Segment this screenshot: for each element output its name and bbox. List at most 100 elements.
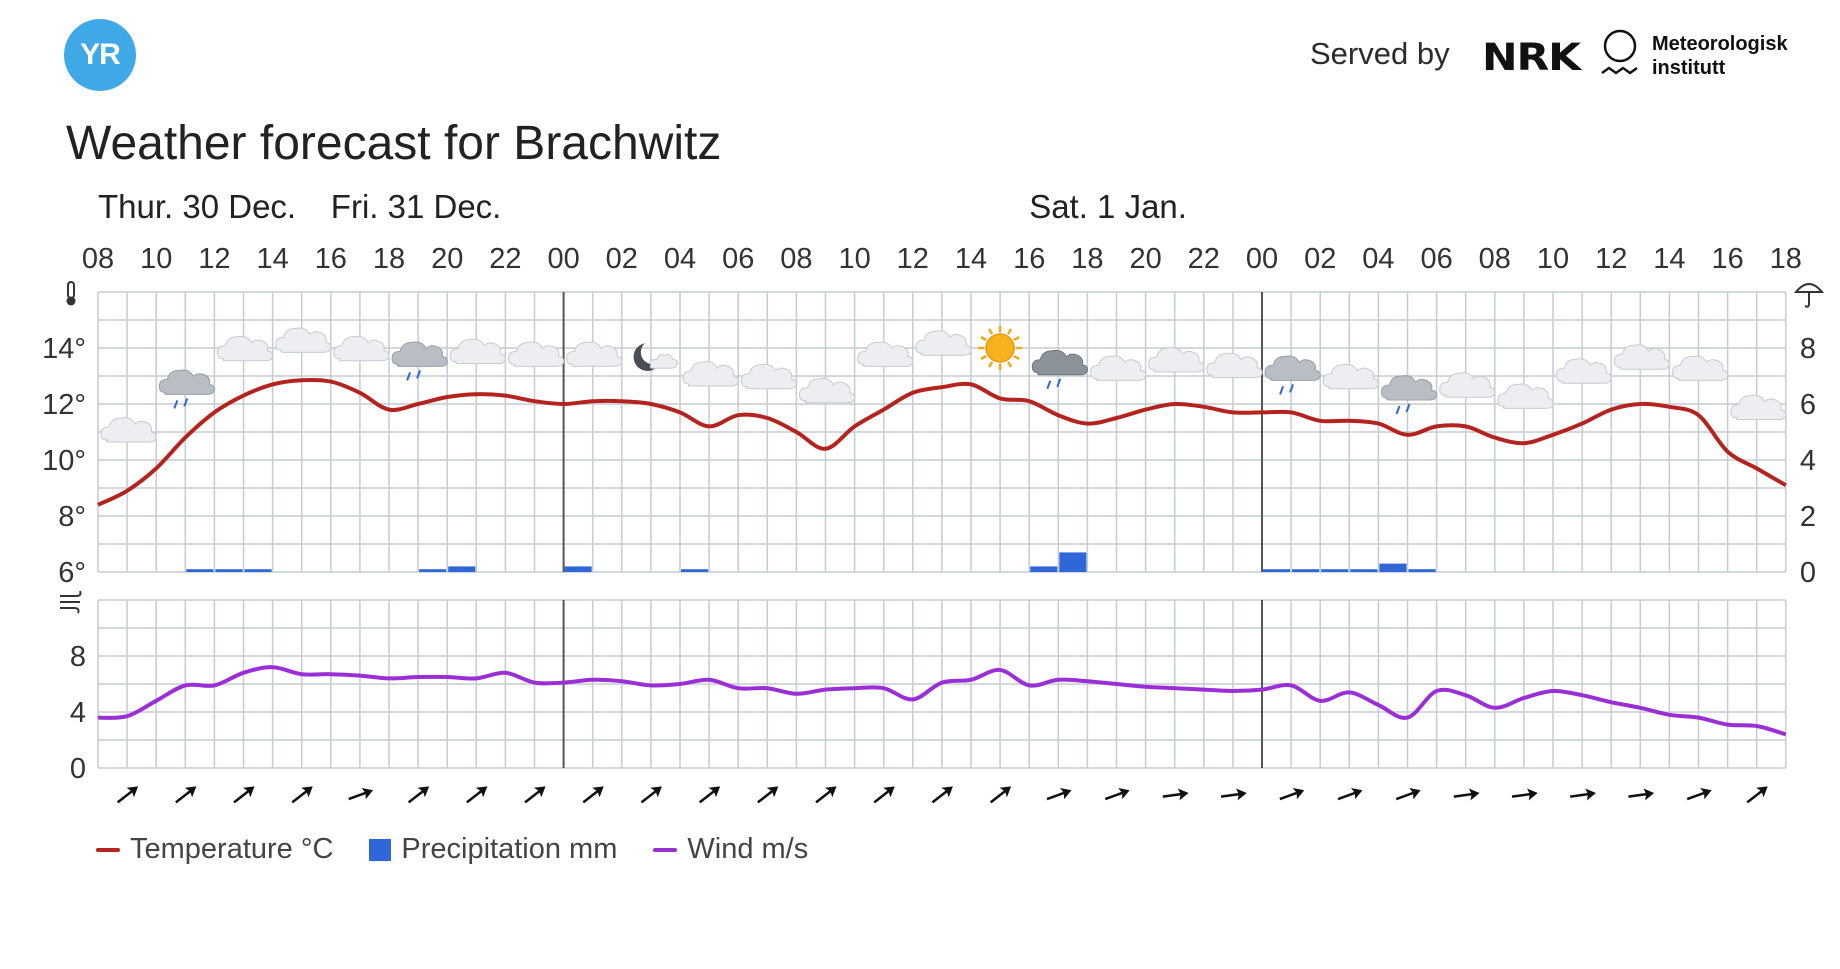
thermometer-tube (67, 281, 75, 299)
temperature-swatch (96, 847, 120, 852)
met-institute-logo-icon[interactable] (1598, 28, 1642, 84)
wind-arrow-icon (582, 786, 604, 804)
x-tick-label: 18 (373, 243, 405, 275)
precipitation-bar (1379, 563, 1407, 572)
arrow-head (1060, 787, 1072, 800)
umbrella-handle (1804, 292, 1810, 308)
x-tick-label: 00 (1246, 243, 1278, 275)
cloudy-icon (449, 338, 506, 365)
cloudy-icon (740, 363, 797, 390)
precipitation-bar (1321, 569, 1349, 572)
arrow-head (1527, 788, 1538, 801)
cloudy-icon (333, 335, 390, 362)
arrow-head (1585, 788, 1596, 801)
partial-sun (0, 0, 2, 3)
served-by-label: Served by (1310, 36, 1450, 71)
cloud-shape (1497, 383, 1554, 409)
cloudy-icon (1206, 352, 1263, 379)
arrow-head (883, 786, 895, 798)
met-name-line2: institutt (1652, 57, 1726, 79)
day-label: Thur. 30 Dec. (98, 188, 296, 225)
thermometer-bulb (66, 296, 76, 306)
temperature-panel-grid (97, 291, 1787, 573)
wind-arrow-icon (1046, 787, 1072, 801)
x-tick-label: 14 (256, 243, 288, 275)
legend-temperature[interactable]: Temperature °C (96, 833, 333, 866)
sun-disc (985, 333, 1015, 363)
arrow-head (941, 786, 953, 798)
cloud-shape (100, 417, 157, 443)
wind-arrow-icon (1746, 786, 1768, 804)
cloud-shape (275, 327, 332, 353)
x-tick-label: 10 (140, 243, 172, 275)
moon-shape (633, 343, 661, 371)
x-tick-label: 12 (1595, 243, 1627, 275)
cloudy-icon (1439, 372, 1496, 398)
temperature-tick-label: 12° (42, 389, 86, 421)
x-tick-label: 20 (431, 243, 463, 275)
x-tick-label: 12 (198, 243, 230, 275)
legend-precipitation[interactable]: Precipitation mm (369, 833, 617, 866)
arrow-head (475, 786, 488, 798)
met-name-line1: Meteorologisk (1652, 33, 1788, 55)
cloud-shape (1380, 375, 1438, 401)
arrow-head (1643, 788, 1655, 801)
arrow-head (417, 786, 430, 798)
cloud-shape (1555, 358, 1612, 384)
page-title: Weather forecast for Brachwitz (66, 117, 722, 170)
raindrop (1279, 386, 1285, 395)
cloud-shape (216, 335, 274, 362)
legend-wind[interactable]: Wind m/s (653, 833, 808, 866)
cloudy-icon (100, 417, 157, 443)
legend-temperature-label: Temperature °C (130, 833, 334, 865)
x-tick-label: 22 (489, 243, 521, 275)
wind-arrow-icon (466, 786, 488, 804)
partly-cloudy-night-icon (633, 343, 678, 371)
raindrop (183, 398, 189, 407)
wind-arrow-icon (1628, 788, 1655, 801)
cloud-shape (1322, 363, 1379, 390)
precipitation-bar (419, 569, 447, 572)
precipitation-bar (1408, 569, 1436, 572)
wind-tick-label: 4 (70, 697, 86, 729)
x-tick-label: 10 (1537, 243, 1569, 275)
wind-stroke (60, 590, 82, 597)
sun-ray (980, 354, 987, 361)
wind-arrow-icon (1104, 787, 1130, 801)
cloudy-icon (1322, 363, 1379, 390)
cloud-shape (1613, 344, 1670, 370)
arrow-head (1756, 786, 1768, 798)
wind-arrow-icon (873, 786, 895, 804)
cloudy-icon (682, 361, 739, 387)
sun-ray (1007, 328, 1013, 335)
x-tick-label: 06 (1420, 243, 1452, 275)
sun-ray (1013, 354, 1020, 361)
x-tick-label: 08 (1479, 243, 1511, 275)
met-institute-name: Meteorologisk institutt (1652, 32, 1788, 80)
precipitation-bar (1292, 569, 1320, 572)
cloudy-light-rain-icon (1380, 375, 1438, 415)
x-tick-label: 10 (838, 243, 870, 275)
legend-precipitation-label: Precipitation mm (401, 833, 618, 865)
temperature-tick-label: 14° (42, 333, 86, 365)
cloud-shape (1206, 352, 1263, 379)
x-tick-label: 20 (1129, 243, 1161, 275)
temperature-tick-label: 8° (58, 501, 86, 533)
wind-arrow-icon (1220, 788, 1247, 801)
arrow-head (1700, 787, 1712, 800)
x-tick-label: 08 (780, 243, 812, 275)
nrk-logo[interactable]: NRK (1482, 36, 1581, 79)
wind-arrow-icon (1453, 788, 1480, 801)
raindrop (416, 370, 422, 379)
precipitation-bar (1350, 569, 1378, 572)
umbrella-icon (1793, 283, 1825, 308)
precipitation-bar (681, 569, 709, 572)
yr-logo[interactable]: YR (64, 19, 136, 91)
cloud-shape (649, 354, 678, 369)
cloudy-icon (1497, 383, 1554, 409)
sun-ray (1007, 361, 1013, 368)
cloudy-icon (566, 341, 623, 367)
thermometer-icon (66, 281, 76, 306)
cloud-shape (449, 338, 506, 365)
cloud-shape (507, 341, 565, 367)
